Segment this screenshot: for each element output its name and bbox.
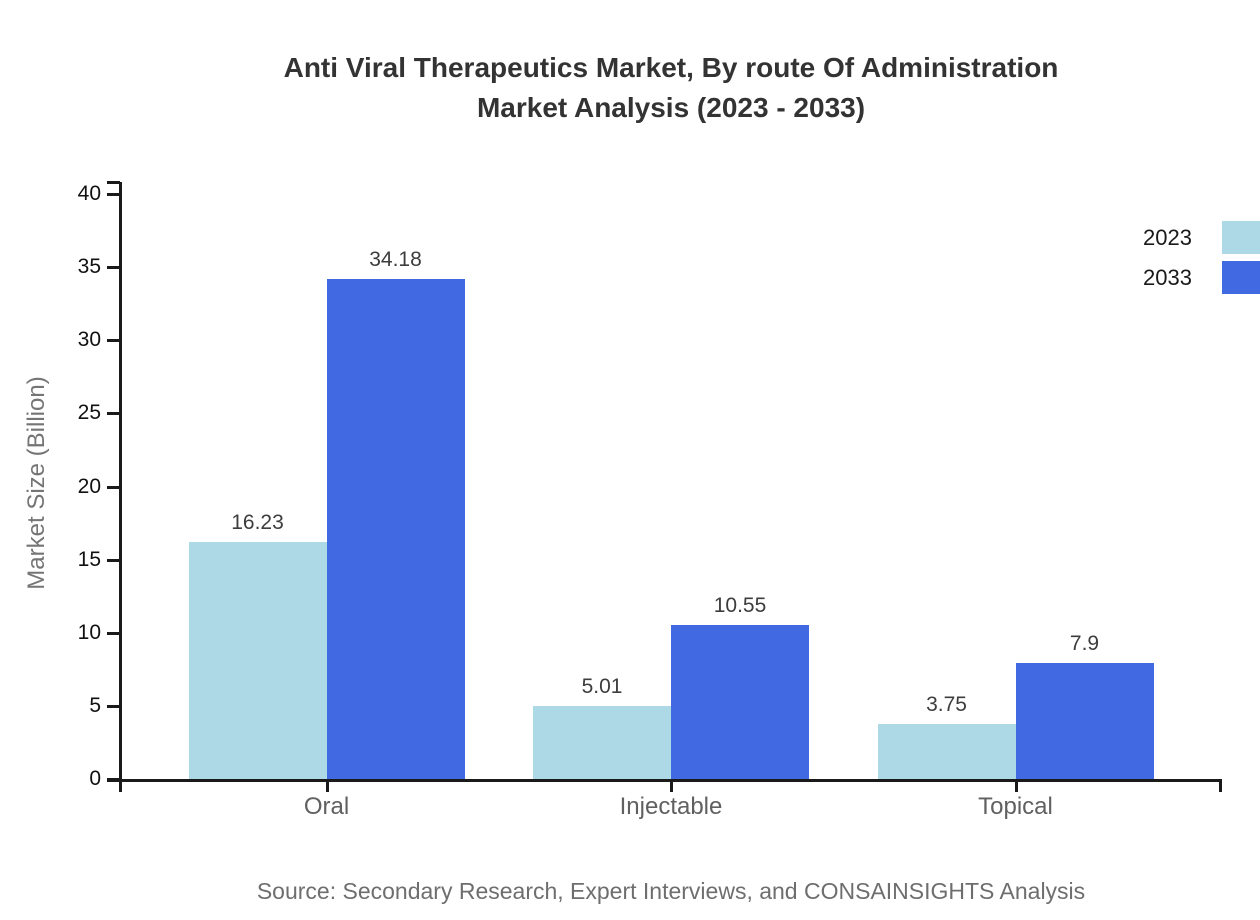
- bar-2023-injectable: [533, 706, 671, 779]
- bar-value-label: 3.75: [926, 693, 967, 716]
- bar-2023-topical: [877, 724, 1016, 779]
- x-category-label: Topical: [978, 793, 1053, 820]
- x-tick: [326, 779, 329, 792]
- y-tick-label: 5: [89, 694, 101, 717]
- y-tick: [107, 266, 120, 269]
- y-tick-label: 35: [77, 255, 101, 278]
- bar-2023-oral: [188, 542, 327, 779]
- legend-label: 2023: [1143, 224, 1192, 250]
- bar-value-label: 10.55: [713, 594, 767, 617]
- legend-swatch: [1222, 221, 1260, 254]
- y-tick: [107, 632, 120, 635]
- bar-2033-injectable: [671, 625, 809, 779]
- bar-2033-topical: [1015, 663, 1154, 779]
- y-tick-label: 25: [77, 401, 101, 424]
- bar-2033-oral: [326, 279, 465, 779]
- chart-title: Anti Viral Therapeutics Market, By route…: [283, 52, 1059, 123]
- source-note: Source: Secondary Research, Expert Inter…: [256, 878, 1086, 904]
- y-axis-end-cap: [107, 181, 120, 184]
- x-tick: [1015, 779, 1018, 792]
- y-tick: [107, 705, 120, 708]
- legend: 2023 2033: [1143, 221, 1260, 294]
- y-tick-label: 30: [77, 328, 101, 351]
- y-tick: [107, 559, 120, 562]
- y-axis-line: [119, 182, 122, 792]
- y-tick-label: 20: [77, 475, 101, 498]
- legend-label: 2033: [1143, 264, 1192, 290]
- bar-value-label: 16.23: [231, 511, 284, 534]
- x-category-label: Oral: [303, 793, 350, 820]
- x-category-label: Injectable: [619, 793, 723, 820]
- x-axis-end-cap: [1219, 779, 1222, 792]
- legend-swatch: [1222, 261, 1260, 294]
- legend-item-2023: 2023: [1143, 221, 1260, 254]
- bar-value-label: 5.01: [581, 675, 623, 698]
- x-tick: [670, 779, 673, 792]
- y-tick-label: 15: [77, 548, 101, 571]
- y-tick: [107, 412, 120, 415]
- y-tick: [107, 486, 120, 489]
- y-tick: [107, 193, 120, 196]
- y-tick: [107, 778, 120, 781]
- y-tick-label: 0: [89, 767, 101, 790]
- x-axis-line: [107, 779, 1222, 782]
- y-tick-label: 10: [77, 621, 101, 644]
- y-tick-label: 40: [77, 182, 101, 205]
- bar-value-label: 34.18: [369, 248, 422, 271]
- y-tick: [107, 339, 120, 342]
- bar-value-label: 7.9: [1069, 632, 1100, 655]
- legend-item-2033: 2033: [1143, 261, 1260, 294]
